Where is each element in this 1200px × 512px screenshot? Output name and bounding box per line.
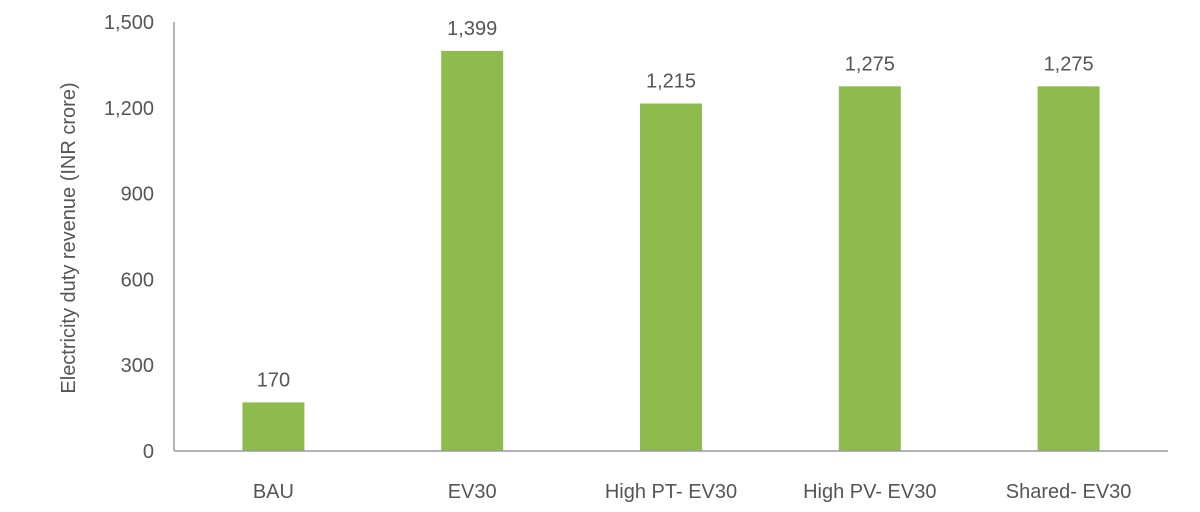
bars bbox=[242, 50, 1100, 452]
y-tick-label: 1,200 bbox=[104, 98, 154, 120]
data-labels: 170 1,399 1,215 1,275 1,275 bbox=[257, 18, 1094, 391]
x-axis-ticks: BAU EV30 High PT- EV30 High PV- EV30 Shared-… bbox=[253, 481, 1132, 503]
bar bbox=[1037, 86, 1100, 451]
y-tick-label: 1,500 bbox=[104, 12, 154, 34]
y-tick-label: 0 bbox=[143, 441, 154, 463]
bar bbox=[640, 103, 702, 451]
data-label: 170 bbox=[257, 369, 290, 391]
data-label: 1,215 bbox=[646, 71, 696, 93]
y-axis-ticks: 0 300 600 900 1,200 1,500 bbox=[104, 12, 154, 463]
x-tick-label: High PV- EV30 bbox=[803, 481, 936, 503]
y-tick-label: 600 bbox=[121, 269, 154, 291]
y-tick-label: 300 bbox=[121, 355, 154, 377]
bar bbox=[441, 50, 504, 452]
bar bbox=[242, 402, 305, 451]
x-tick-label: Shared- EV30 bbox=[1006, 481, 1132, 503]
x-tick-label: EV30 bbox=[448, 481, 497, 503]
y-axis-title: Electricity duty revenue (INR crore) bbox=[58, 82, 80, 393]
x-tick-label: High PT- EV30 bbox=[605, 481, 737, 503]
y-tick-label: 900 bbox=[121, 184, 154, 206]
x-tick-label: BAU bbox=[253, 481, 294, 503]
data-label: 1,275 bbox=[1044, 53, 1094, 75]
data-label: 1,399 bbox=[447, 18, 497, 40]
bar bbox=[838, 86, 901, 451]
data-label: 1,275 bbox=[845, 53, 895, 75]
